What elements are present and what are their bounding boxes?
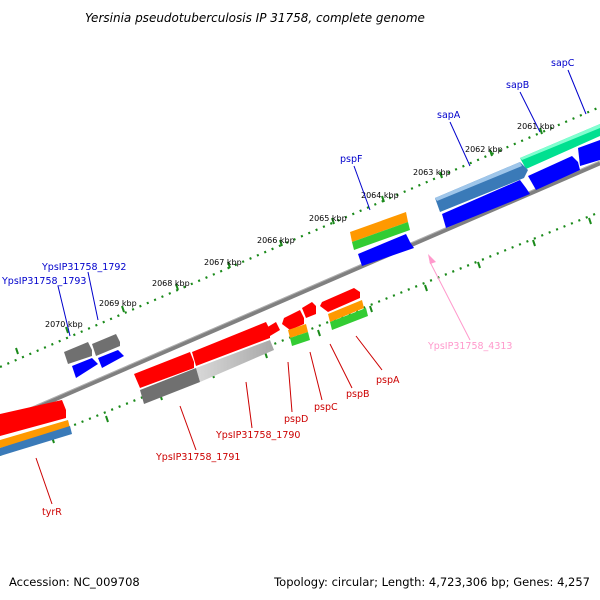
- feature-sapB-blue[interactable]: [528, 156, 580, 190]
- feature-1790-silver[interactable]: [196, 340, 274, 382]
- tick-label: 2064 kbp: [361, 191, 399, 200]
- tick-label: 2068 kbp: [152, 279, 190, 288]
- outer-tick-track: [0, 105, 600, 369]
- feature-pspF-green[interactable]: [352, 222, 410, 250]
- tick-labels: 2061 kbp 2062 kbp 2063 kbp 2064 kbp 2065…: [45, 122, 555, 329]
- reverse-features: [0, 254, 436, 456]
- feature-pspA-red[interactable]: [320, 288, 360, 312]
- gene-label-1790[interactable]: YpsIP31758_1790: [215, 430, 300, 441]
- gene-label-pspB[interactable]: pspB: [346, 389, 370, 400]
- feature-sapA-alt-top: [435, 162, 522, 201]
- gene-label-1791[interactable]: YpsIP31758_1791: [155, 452, 240, 463]
- feature-tyrR-red[interactable]: [0, 400, 66, 436]
- feature-1791-red[interactable]: [134, 352, 194, 388]
- tick-label: 2062 kbp: [465, 145, 503, 154]
- feature-1792-gray[interactable]: [92, 334, 120, 356]
- feature-4313-pink[interactable]: [428, 254, 436, 264]
- feature-1793-blue[interactable]: [72, 358, 98, 378]
- feature-sapA-blue[interactable]: [442, 180, 530, 228]
- feature-1792-blue[interactable]: [98, 350, 124, 368]
- tick-label: 2070 kbp: [45, 320, 83, 329]
- feature-pspC-orange[interactable]: [288, 324, 308, 338]
- feature-pspF-blue[interactable]: [358, 234, 414, 266]
- gene-label-pspC[interactable]: pspC: [314, 402, 338, 413]
- tick-label: 2061 kbp: [517, 122, 555, 131]
- feature-tyrR-blue[interactable]: [0, 426, 72, 456]
- tick-label: 2069 kbp: [99, 299, 137, 308]
- gene-labels: sapC sapB sapA pspF YpsIP31758_1792 YpsI…: [1, 58, 575, 518]
- feature-sapC-teal-top: [520, 124, 600, 160]
- feature-pspC-green[interactable]: [290, 332, 310, 346]
- forward-features: [64, 124, 600, 378]
- feature-sapC-blue[interactable]: [578, 140, 600, 166]
- map-title: Yersinia pseudotuberculosis IP 31758, co…: [85, 11, 425, 25]
- gene-label-1792[interactable]: YpsIP31758_1792: [41, 262, 126, 273]
- gene-label-1793[interactable]: YpsIP31758_1793: [1, 276, 86, 287]
- feature-1791-gray[interactable]: [140, 368, 200, 404]
- gene-label-tyrR[interactable]: tyrR: [42, 507, 62, 518]
- summary-text: Topology: circular; Length: 4,723,306 bp…: [273, 575, 590, 589]
- tick-label: 2067 kbp: [204, 258, 242, 267]
- gene-label-sapC[interactable]: sapC: [551, 58, 575, 69]
- feature-pspF-orange[interactable]: [350, 212, 408, 242]
- gene-label-sapA[interactable]: sapA: [437, 110, 461, 121]
- tick-label: 2063 kbp: [413, 168, 451, 177]
- gene-label-pspF[interactable]: pspF: [340, 154, 362, 165]
- feature-1790-red[interactable]: [192, 322, 270, 366]
- feature-pspC-red[interactable]: [282, 310, 304, 330]
- feature-1793-gray[interactable]: [64, 342, 92, 364]
- tick-label: 2066 kbp: [257, 236, 295, 245]
- tick-label: 2065 kbp: [309, 214, 347, 223]
- accession-text: Accession: NC_009708: [9, 575, 140, 589]
- gene-label-4313[interactable]: YpsIP31758_4313: [427, 341, 512, 352]
- outer-major-ticks: [15, 127, 543, 355]
- gene-label-pspA[interactable]: pspA: [376, 375, 400, 386]
- feature-sapA-alt[interactable]: [435, 162, 528, 212]
- feature-pspB-red[interactable]: [302, 302, 316, 318]
- feature-pspA-green[interactable]: [330, 308, 368, 330]
- gene-label-pspD[interactable]: pspD: [284, 414, 308, 425]
- genome-backbone: [0, 160, 600, 426]
- feature-tyrR-orange[interactable]: [0, 420, 70, 448]
- leader-lines: [35, 69, 587, 505]
- gene-label-sapB[interactable]: sapB: [506, 80, 529, 91]
- feature-pspA-orange[interactable]: [328, 300, 364, 322]
